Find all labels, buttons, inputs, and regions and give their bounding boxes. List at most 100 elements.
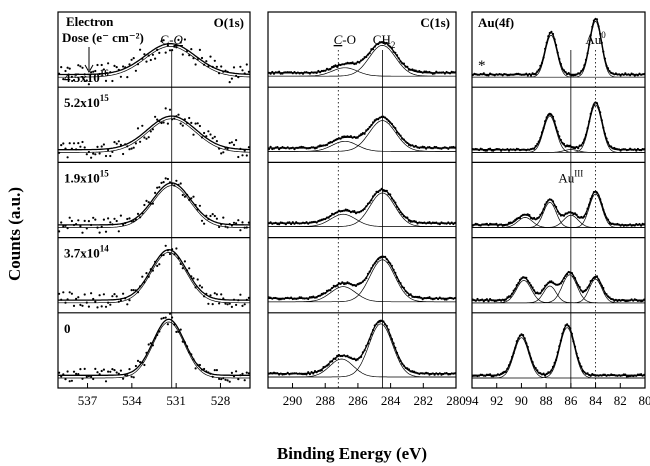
data-point <box>603 132 607 135</box>
data-point <box>132 289 135 292</box>
data-point <box>98 72 101 76</box>
data-point <box>402 62 405 65</box>
data-point <box>272 296 276 300</box>
data-point <box>578 144 581 147</box>
data-point <box>348 62 351 65</box>
data-point <box>276 146 279 149</box>
data-point <box>534 145 537 148</box>
data-point <box>368 270 371 273</box>
data-point <box>301 297 305 300</box>
data-point <box>356 136 359 139</box>
data-point <box>100 225 103 228</box>
data-point <box>425 371 428 374</box>
data-point <box>90 375 93 378</box>
data-point <box>448 222 452 225</box>
data-point <box>630 72 633 75</box>
data-point <box>418 372 421 375</box>
data-point <box>83 293 86 296</box>
data-point <box>92 70 95 73</box>
data-point <box>356 283 359 286</box>
data-point <box>409 370 412 373</box>
data-point <box>143 363 146 367</box>
data-point <box>542 127 545 130</box>
data-point <box>158 186 161 189</box>
data-point <box>550 30 553 33</box>
data-point <box>343 282 346 286</box>
fit-component <box>268 259 456 303</box>
data-point <box>218 72 221 75</box>
x-tick-label: 534 <box>122 393 142 408</box>
data-point <box>399 134 402 137</box>
data-point <box>392 199 395 202</box>
data-point <box>68 380 71 383</box>
data-point <box>448 296 452 299</box>
data-point <box>315 371 318 374</box>
data-point <box>375 43 378 46</box>
data-point <box>445 298 448 301</box>
data-point <box>308 221 311 224</box>
data-point <box>158 120 161 123</box>
data-point <box>79 303 82 306</box>
data-point <box>343 354 346 357</box>
data-point <box>630 224 633 227</box>
data-point <box>319 71 322 74</box>
data-point <box>203 295 206 298</box>
data-point <box>404 290 407 293</box>
data-point <box>98 294 101 297</box>
data-point <box>164 316 167 319</box>
data-point <box>156 48 159 52</box>
data-point <box>577 147 580 150</box>
data-point <box>164 107 167 110</box>
data-point <box>188 116 191 120</box>
data-point <box>149 342 152 345</box>
data-point <box>577 216 580 219</box>
data-point <box>158 51 161 55</box>
data-point <box>296 71 299 74</box>
data-point <box>158 263 161 266</box>
data-point <box>526 74 529 77</box>
data-point <box>281 72 284 75</box>
data-point <box>454 372 457 375</box>
data-point <box>269 145 272 148</box>
data-point <box>64 378 67 381</box>
data-point <box>558 135 561 138</box>
data-point <box>428 373 431 376</box>
data-point <box>425 147 428 150</box>
data-point <box>220 378 223 381</box>
data-point <box>315 71 318 74</box>
data-point <box>401 285 404 288</box>
data-point <box>339 137 342 140</box>
data-point <box>109 71 112 74</box>
data-point <box>443 146 446 149</box>
dose-header-line2: Dose (e⁻ cm⁻²) <box>62 30 144 45</box>
data-point <box>102 68 105 71</box>
data-point <box>325 216 329 219</box>
data-point <box>122 377 125 380</box>
fit-component <box>472 149 645 153</box>
data-point <box>608 70 611 73</box>
data-point <box>329 68 332 71</box>
data-point <box>495 73 498 76</box>
data-point <box>447 221 450 224</box>
data-point <box>312 71 315 74</box>
data-point <box>447 297 450 300</box>
data-point <box>504 298 507 301</box>
x-tick-label: 88 <box>540 393 553 408</box>
fit-envelope <box>58 115 250 151</box>
data-point <box>512 73 515 76</box>
data-point <box>509 148 512 151</box>
data-point <box>493 223 496 226</box>
data-point <box>107 301 110 304</box>
y-axis-label: Counts (a.u.) <box>5 187 24 281</box>
data-point <box>618 298 621 302</box>
data-point <box>489 222 492 225</box>
data-point <box>87 305 90 308</box>
data-point <box>145 199 148 202</box>
data-point <box>599 198 602 201</box>
data-point <box>313 71 317 74</box>
data-point <box>58 151 61 154</box>
data-point <box>143 203 146 207</box>
data-point <box>205 60 208 63</box>
data-point <box>325 67 329 70</box>
data-point <box>514 346 517 349</box>
